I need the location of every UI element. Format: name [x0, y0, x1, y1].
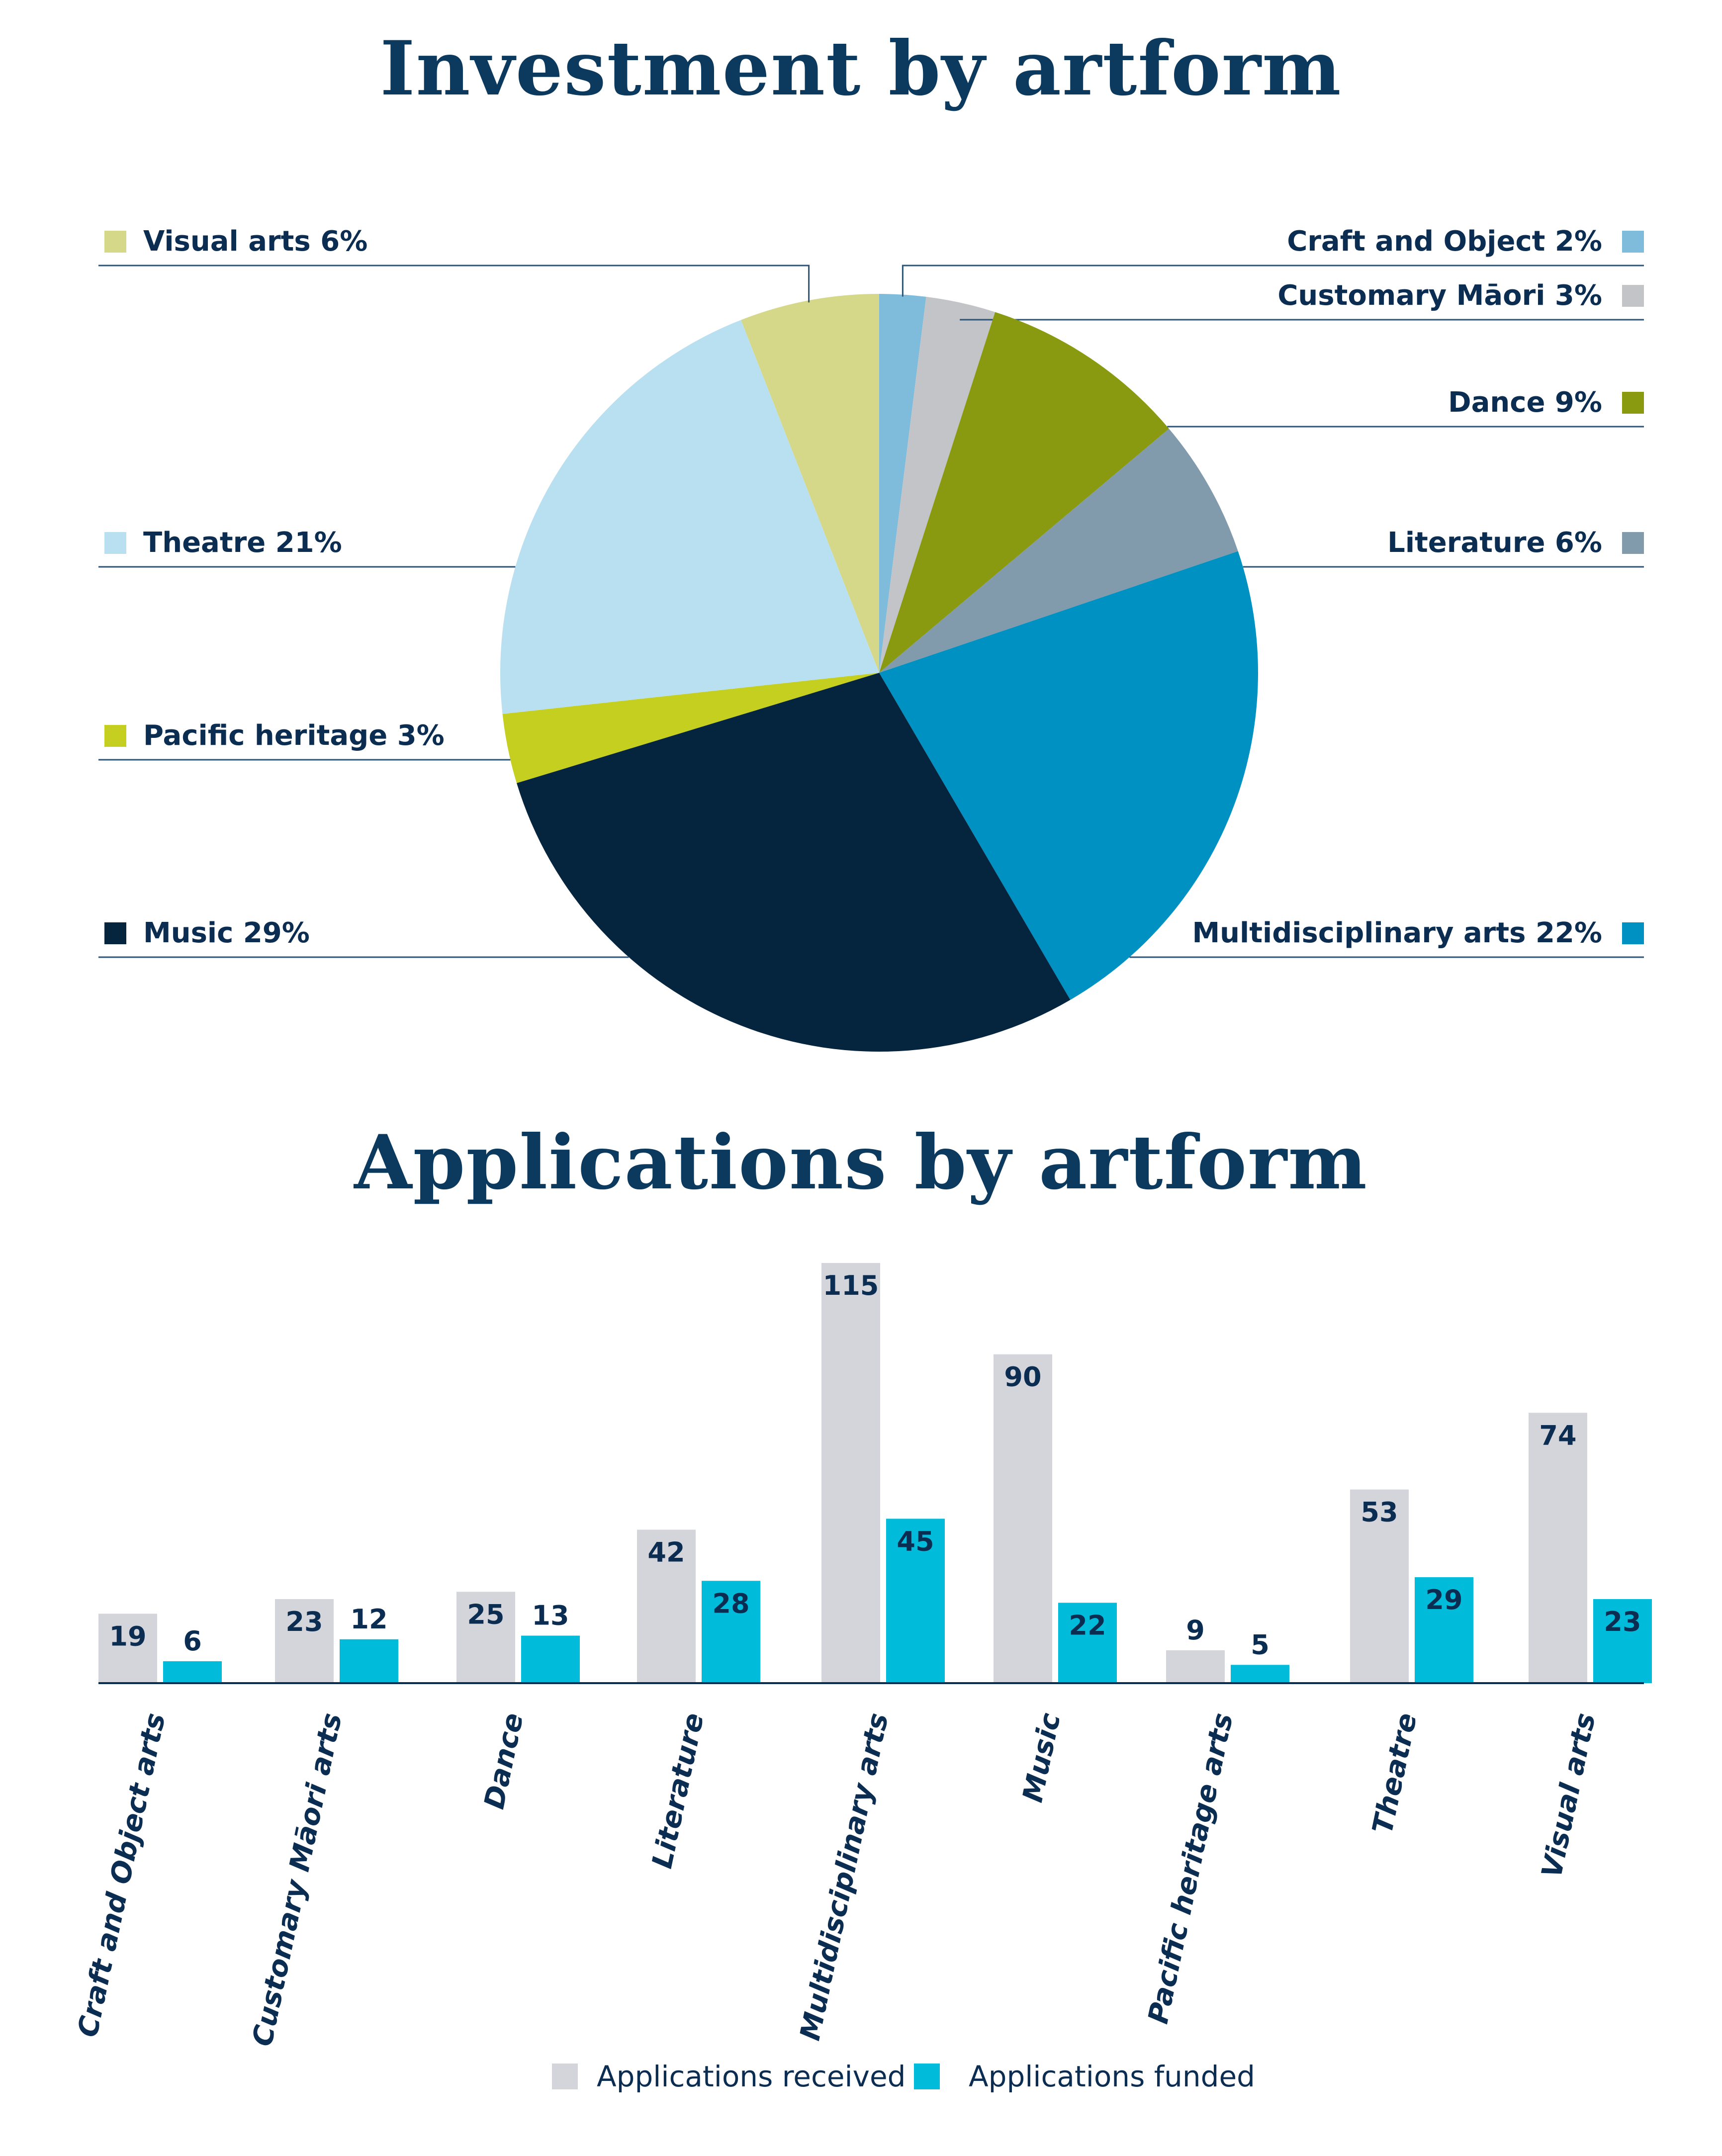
bar-applications-received-dance: [456, 1592, 515, 1683]
pie-label-pacific-heritage: Pacific heritage 3%: [143, 719, 445, 752]
bar-applications-funded-pacific-heritage-arts: [1231, 1665, 1289, 1683]
leader-line-visual-arts: [98, 265, 810, 303]
legend-label-applications-received: Applications received: [597, 2060, 906, 2093]
bar-value-label: 28: [712, 1588, 749, 1619]
bar-value-label: 53: [1360, 1497, 1398, 1528]
legend-swatch-applications-received: [552, 2064, 578, 2089]
category-label-customary-m-ori-arts: Customary Māori arts: [246, 1710, 349, 2049]
category-label-literature: Literature: [646, 1710, 711, 1871]
bar-applications-received-customary-m-ori-arts: [275, 1599, 334, 1683]
bar-applications-funded-music: [1058, 1603, 1117, 1683]
bar-value-label: 5: [1251, 1629, 1269, 1660]
bar-value-label: 12: [350, 1604, 387, 1635]
leader-line-craft-and-object: [902, 265, 1644, 297]
pie-slice-craft-and-object: [879, 294, 926, 673]
bar-applications-funded-multidisciplinary-arts: [886, 1519, 945, 1683]
category-label-visual-arts: Visual arts: [1536, 1710, 1602, 1881]
pie-slice-pacific-heritage: [502, 673, 879, 783]
pie-label-dance: Dance 9%: [1448, 386, 1602, 419]
legend-swatch-multidisciplinary-arts: [1622, 922, 1644, 944]
bar-value-label: 25: [467, 1599, 504, 1630]
legend-label-applications-funded: Applications funded: [969, 2060, 1255, 2093]
category-label-craft-and-object-arts: Craft and Object arts: [72, 1710, 172, 2040]
bar-value-label: 13: [532, 1600, 569, 1631]
pie-slice-visual-arts: [741, 294, 879, 673]
bar-value-label: 29: [1425, 1584, 1462, 1616]
legend-swatch-literature: [1622, 532, 1644, 554]
legend-swatch-pacific-heritage: [104, 725, 126, 747]
legend-swatch-visual-arts: [104, 231, 126, 253]
bar-applications-funded-visual-arts: [1593, 1599, 1652, 1683]
pie-label-customary-m-ori: Customary Māori 3%: [1277, 279, 1602, 312]
category-label-theatre: Theatre: [1366, 1710, 1424, 1836]
bar-applications-received-craft-and-object-arts: [98, 1614, 157, 1683]
category-label-multidisciplinary-arts: Multidisciplinary arts: [794, 1710, 895, 2043]
pie-label-music: Music 29%: [143, 917, 310, 949]
bar-applications-received-pacific-heritage-arts: [1166, 1650, 1225, 1683]
bar-applications-funded-craft-and-object-arts: [163, 1661, 222, 1683]
pie-slice-music: [517, 673, 1071, 1052]
bar-applications-funded-theatre: [1415, 1577, 1473, 1683]
bar-applications-received-music: [994, 1354, 1052, 1683]
bar-value-label: 6: [183, 1625, 202, 1657]
bar-applications-received-theatre: [1350, 1489, 1409, 1683]
bar-value-label: 23: [1604, 1606, 1641, 1637]
legend-swatch-craft-and-object: [1622, 231, 1644, 253]
category-label-music: Music: [1016, 1710, 1067, 1805]
legend-swatch-applications-funded: [914, 2064, 940, 2089]
bar-value-label: 74: [1539, 1420, 1576, 1451]
pie-chart: Craft and Object 2% Customary Māori 3% Dan…: [98, 225, 1644, 1052]
pie-chart-title: Investment by artform: [380, 25, 1342, 112]
bar-value-label: 115: [823, 1270, 879, 1301]
bar-applications-funded-dance: [521, 1635, 580, 1683]
pie-slice-dance: [879, 312, 1169, 673]
bar-value-label: 45: [897, 1526, 934, 1557]
bar-applications-received-visual-arts: [1529, 1413, 1587, 1683]
bar-applications-received-multidisciplinary-arts: [821, 1263, 880, 1683]
bar-applications-funded-literature: [702, 1581, 760, 1683]
bar-value-label: 22: [1069, 1610, 1106, 1641]
bar-applications-received-literature: [637, 1529, 696, 1683]
bar-chart-title: Applications by artform: [354, 1119, 1368, 1206]
bar-applications-funded-customary-m-ori-arts: [340, 1639, 398, 1683]
category-label-pacific-heritage-arts: Pacific heritage arts: [1142, 1710, 1240, 2026]
pie-slice-literature: [879, 429, 1238, 673]
legend-swatch-theatre: [104, 532, 126, 554]
bar-value-label: 42: [647, 1536, 685, 1568]
category-label-dance: Dance: [478, 1710, 530, 1812]
pie-label-visual-arts: Visual arts 6%: [143, 225, 367, 258]
legend-swatch-customary-m-ori: [1622, 285, 1644, 307]
bar-value-label: 9: [1186, 1615, 1205, 1646]
pie-label-craft-and-object: Craft and Object 2%: [1287, 225, 1602, 258]
pie-label-theatre: Theatre 21%: [143, 527, 342, 559]
bar-value-label: 90: [1004, 1361, 1041, 1393]
pie-slice-theatre: [500, 320, 879, 714]
legend-swatch-dance: [1622, 392, 1644, 414]
bar-value-label: 19: [109, 1620, 146, 1652]
pie-slice-customary-m-ori: [879, 296, 996, 673]
bar-value-label: 23: [285, 1606, 323, 1637]
pie-label-literature: Literature 6%: [1387, 527, 1602, 559]
pie-slice-multidisciplinary-arts: [879, 551, 1259, 1000]
pie-label-multidisciplinary-arts: Multidisciplinary arts 22%: [1192, 917, 1602, 949]
legend-swatch-music: [104, 922, 126, 944]
